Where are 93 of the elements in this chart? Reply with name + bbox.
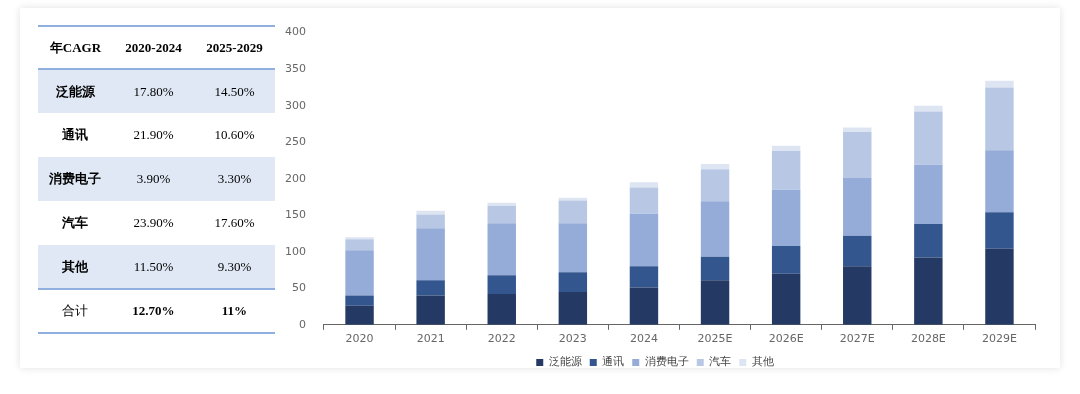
x-tick-label: 2020 [345,332,374,346]
bar [629,187,659,214]
bar [558,272,588,292]
bar [558,291,588,325]
category-label: 2020-2024 [124,38,183,57]
bar [629,213,659,267]
legend-label: 汽车 [709,355,732,369]
x-tick-label: 2025E [697,332,733,346]
x-tick-label: 2029E [981,332,1017,346]
text: 23.90% [133,215,174,230]
text: 14.50% [214,83,255,99]
text: 12.70% [132,303,175,318]
bar [345,305,374,325]
bar [700,256,730,281]
x-tick-label: 2024 [629,332,658,346]
y-tick-label: 0 [299,317,306,331]
bar [914,111,943,165]
bar [843,266,872,325]
bar [843,177,872,236]
y-tick-label: 300 [285,98,306,112]
y-tick-label: 150 [285,208,306,222]
text: 3.30% [217,171,252,186]
text: 21.90% [133,127,174,142]
y-tick-label: 400 [285,25,306,39]
legend-label: 其他 [751,355,774,369]
x-tick-label: 2027E [839,332,875,346]
bar [558,223,588,273]
category-label: 通讯 [62,127,89,142]
bar [487,202,516,206]
y-tick-label: 50 [292,281,306,295]
category-label: 汽车 [62,215,89,230]
text: 17.80% [133,83,174,99]
legend-label: 泛能源 [548,355,582,369]
bar [771,145,801,151]
category-label: 合计 [62,303,89,318]
category-label: 消费电子 [49,171,102,186]
bar [558,197,588,201]
legend-label: 消费电子 [644,355,689,369]
y-tick-label: 200 [285,171,306,185]
bar [487,275,516,295]
text: 10.60% [214,127,255,142]
bar [771,150,801,190]
bar [487,294,516,325]
bar [985,150,1014,213]
bar [914,257,943,325]
text: 11.50% [133,258,174,274]
bar [487,205,516,224]
bar [416,295,445,325]
bar [985,212,1014,249]
x-tick-label: 2022 [487,332,516,346]
bar [985,248,1014,325]
y-tick-label: 100 [285,244,306,258]
bar [771,273,801,325]
bar [345,239,374,251]
text: 3.90% [136,171,171,186]
bar [771,245,801,274]
bar [558,200,588,224]
bar [345,295,374,306]
bar [843,127,872,132]
bar [345,250,374,296]
x-tick-label: 2023 [558,332,587,346]
bar [629,287,659,325]
bar [700,201,730,257]
x-tick-label: 2026E [768,332,804,346]
category-label: 泛能源 [55,83,95,99]
x-tick-label: 2028E [910,332,946,346]
bar [843,131,872,178]
bar [345,237,374,240]
bar [700,169,730,202]
bar [416,214,445,229]
y-tick-label: 350 [285,61,306,75]
bar [416,228,445,281]
text: 17.60% [214,215,255,230]
text: 11% [221,303,248,318]
bar [700,280,730,325]
bar [843,235,872,267]
bar [985,80,1014,88]
category-label: 其他 [62,258,89,274]
bar [487,223,516,276]
bar [914,223,943,258]
bar [914,164,943,224]
bar [416,280,445,296]
bar [629,266,659,288]
bar [985,87,1014,151]
legend-label: 通讯 [602,355,625,369]
text: 年CAGR [48,38,103,57]
category-label: 2025-2029 [205,38,264,57]
bar [771,189,801,246]
text: 9.30% [217,258,252,274]
y-tick-label: 250 [285,135,306,149]
bar [629,182,659,188]
x-tick-label: 2021 [416,332,445,346]
bar [700,164,730,170]
